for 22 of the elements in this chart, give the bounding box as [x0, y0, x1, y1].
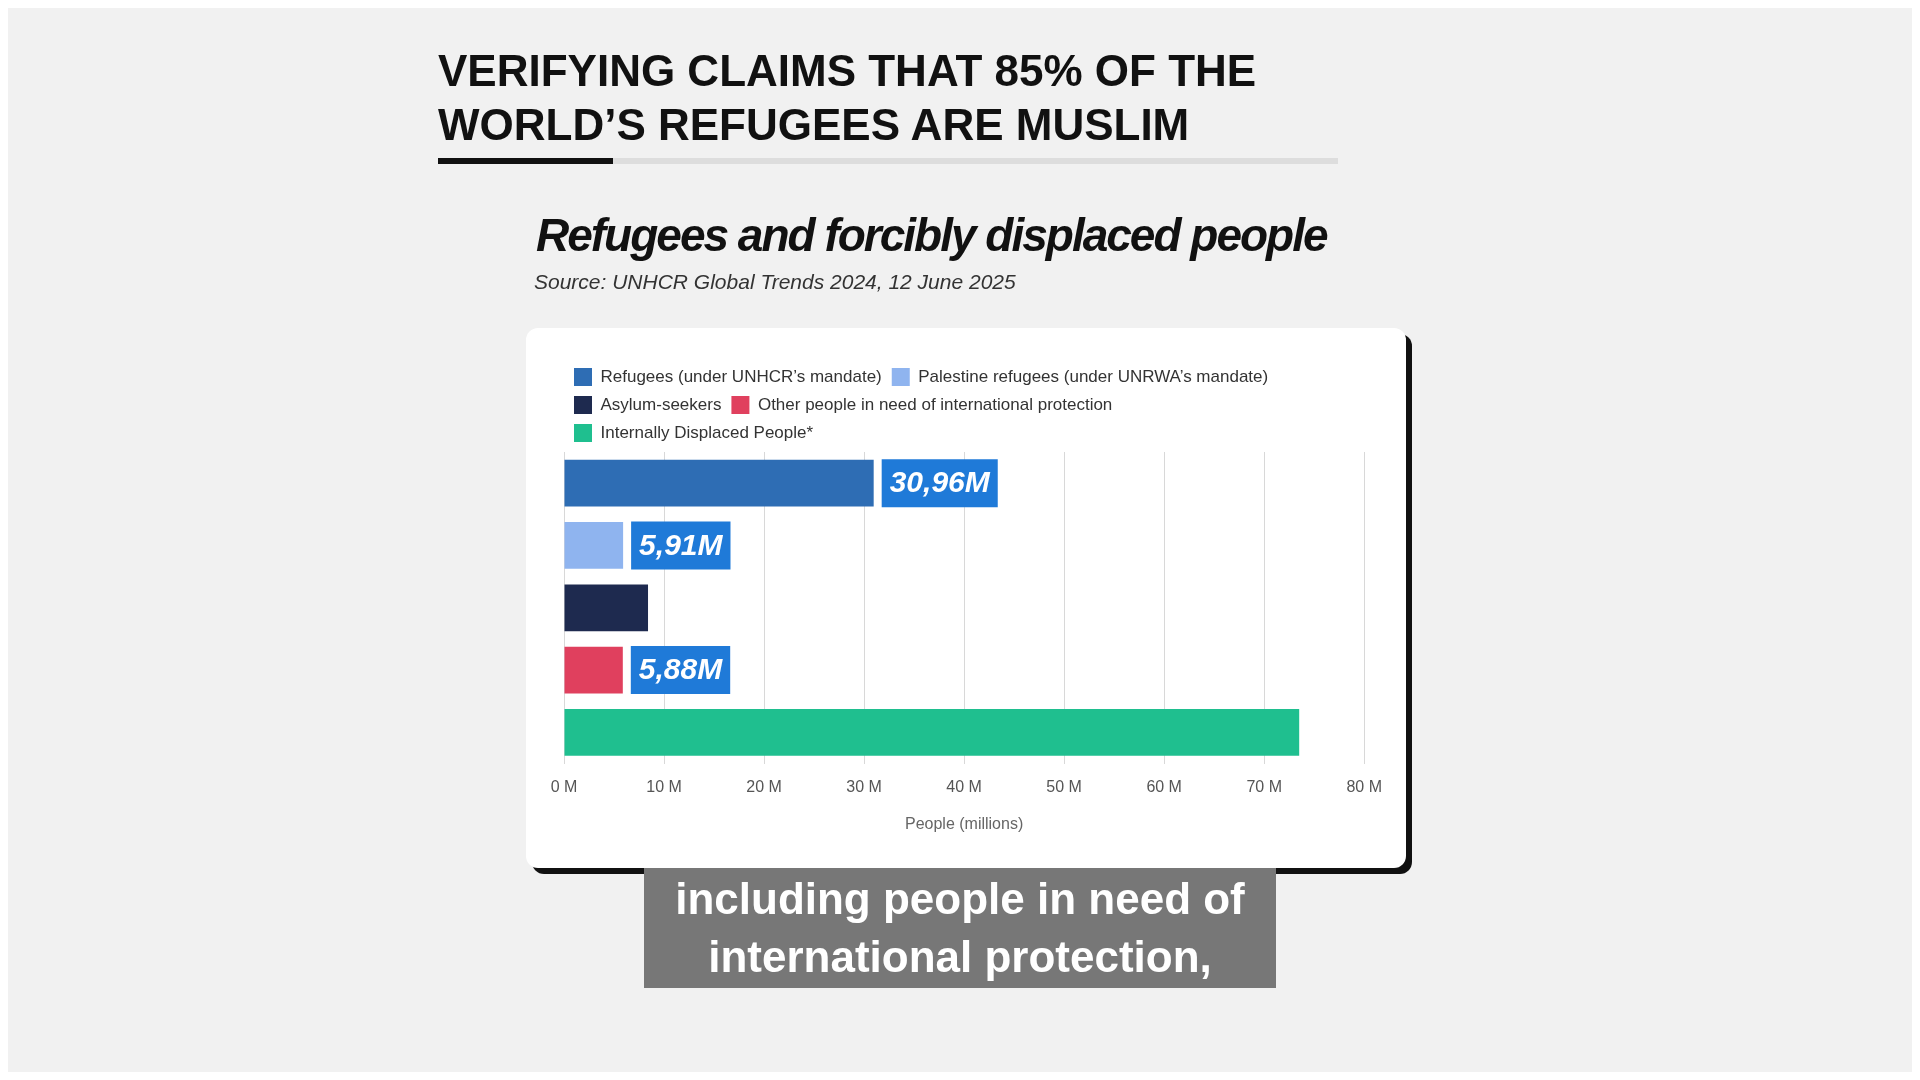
legend-label: Palestine refugees (under UNRWA’s mandate) — [918, 366, 1269, 386]
data-label: 5,88M — [638, 652, 724, 686]
chart-title: VERIFYING CLAIMS THAT 85% OF THE WORLD’S REFUGEES ARE MUSLIM — [438, 45, 1258, 151]
x-tick-label: 80 M — [1346, 777, 1382, 795]
x-tick-label: 20 M — [746, 777, 782, 795]
source-note: Source: UNHCR Global Trends 2024, 12 June 2025 — [534, 270, 1016, 294]
legend-label: Refugees (under UNHCR’s mandate) — [600, 366, 882, 386]
chart-subtitle: Refugees and forcibly displaced people — [536, 208, 1327, 262]
x-axis-title: People (millions) — [904, 814, 1024, 832]
x-tick-label: 30 M — [846, 777, 882, 795]
x-tick-label: 70 M — [1246, 777, 1282, 795]
data-label: 5,91M — [639, 527, 724, 561]
legend-label: Other people in need of international protection — [757, 394, 1113, 414]
x-tick-label: 50 M — [1046, 777, 1082, 795]
x-tick-label: 40 M — [946, 777, 982, 795]
x-tick-label: 10 M — [646, 777, 682, 795]
legend-label: Asylum-seekers — [600, 394, 722, 414]
x-tick-label: 0 M — [550, 777, 578, 795]
text: including people in need of international protection, — [644, 868, 1276, 988]
data-label: 30,96M — [889, 465, 991, 499]
legend-label: Internally Displaced People* — [600, 422, 814, 442]
x-tick-label: 60 M — [1146, 777, 1182, 795]
